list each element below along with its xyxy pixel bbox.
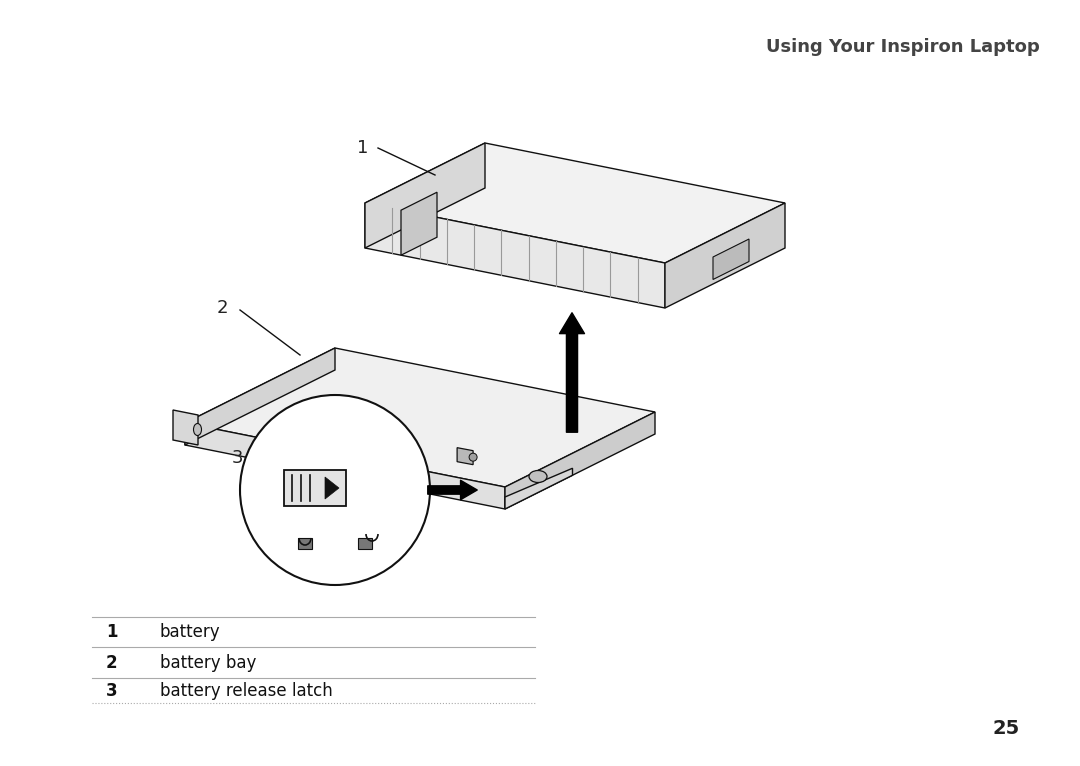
Bar [298, 538, 312, 549]
Text: 3: 3 [231, 449, 243, 467]
Circle shape [469, 453, 477, 461]
Circle shape [240, 395, 430, 585]
Text: 2: 2 [106, 653, 118, 672]
Bar [357, 538, 372, 549]
Polygon shape [505, 468, 572, 509]
Ellipse shape [193, 424, 202, 436]
FancyArrowPatch shape [428, 480, 477, 499]
Text: battery release latch: battery release latch [160, 682, 333, 700]
Text: 3: 3 [106, 682, 118, 700]
Text: 25: 25 [993, 719, 1020, 738]
Text: 1: 1 [106, 623, 118, 641]
Text: 1: 1 [356, 139, 368, 157]
Polygon shape [185, 348, 654, 487]
Polygon shape [185, 423, 505, 509]
Text: 2: 2 [216, 299, 228, 317]
Polygon shape [401, 192, 437, 255]
Polygon shape [365, 143, 785, 263]
FancyArrowPatch shape [559, 313, 584, 432]
Text: battery: battery [160, 623, 220, 641]
Polygon shape [365, 203, 665, 308]
Polygon shape [173, 410, 198, 445]
Polygon shape [365, 143, 485, 248]
Polygon shape [185, 348, 335, 445]
Polygon shape [325, 477, 339, 499]
Polygon shape [457, 447, 473, 465]
Text: battery bay: battery bay [160, 653, 256, 672]
Polygon shape [284, 470, 346, 506]
Polygon shape [505, 412, 654, 509]
Polygon shape [713, 239, 750, 280]
Polygon shape [665, 203, 785, 308]
Text: Using Your Inspiron Laptop: Using Your Inspiron Laptop [766, 38, 1040, 56]
Ellipse shape [529, 470, 546, 483]
